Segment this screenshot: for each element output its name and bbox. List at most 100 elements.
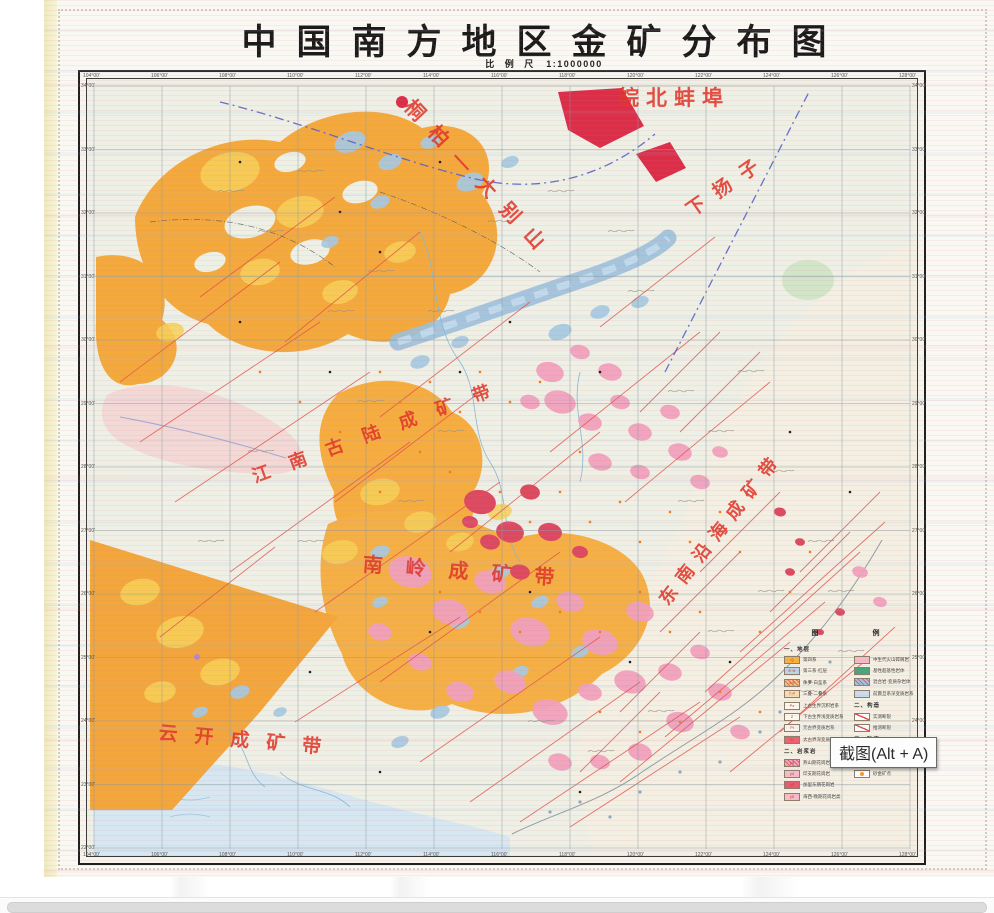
legend-item: γ3 加里东期花岗岩 bbox=[784, 780, 848, 791]
scale-label: 比 例 尺 bbox=[485, 59, 538, 69]
legend-swatch bbox=[854, 724, 870, 733]
grid-coordinate-label: 128°00' bbox=[899, 73, 916, 79]
grid-coordinate-label: 29°00' bbox=[81, 400, 96, 407]
legend-swatch bbox=[854, 655, 870, 664]
legend-swatch: Z bbox=[784, 713, 800, 722]
grid-coordinate-label: 25°00' bbox=[912, 654, 927, 661]
legend-item: 基性超基性岩体 bbox=[854, 665, 918, 676]
legend-item: Q 第四系 bbox=[784, 654, 848, 665]
legend-section-header: 二、岩浆岩 bbox=[784, 749, 817, 756]
grid-coordinate-label: 23°00' bbox=[81, 781, 96, 788]
grid-coordinate-label: 31°00' bbox=[912, 273, 927, 280]
legend-item: 前震旦系深变质岩系 bbox=[854, 688, 918, 699]
legend-title: 图 例 bbox=[811, 630, 906, 637]
grid-coordinate-label: 110°00' bbox=[287, 73, 304, 79]
grid-coordinate-label: 33°00' bbox=[81, 146, 96, 153]
grid-coordinate-label: 128°00' bbox=[899, 852, 916, 858]
grid-coordinate-label: 120°00' bbox=[627, 73, 644, 79]
grid-coordinate-label: 116°00' bbox=[491, 852, 508, 858]
generated-detail-layer bbox=[119, 131, 896, 828]
legend-swatch bbox=[854, 712, 870, 721]
legend-swatch: γ4 bbox=[784, 769, 800, 778]
grid-coordinate-label: 30°00' bbox=[912, 337, 927, 343]
legend-item-label: 中生代火山碎屑岩 bbox=[873, 656, 909, 662]
legend-item: E·N 第三系·红层 bbox=[784, 666, 848, 677]
legend-swatch: γδ bbox=[784, 792, 800, 801]
legend-swatch: Pt bbox=[784, 724, 800, 733]
grid-coordinate-label: 32°00' bbox=[912, 210, 927, 216]
scan-edge-strip bbox=[44, 0, 57, 877]
legend-item-label: 基性超基性岩体 bbox=[873, 668, 905, 674]
grid-coordinate-label: 122°00' bbox=[695, 852, 712, 858]
grid-coordinate-label: 30°00' bbox=[81, 337, 96, 343]
legend-item: γ5 燕山期花岗岩 bbox=[784, 757, 848, 768]
grid-coordinate-label: 31°00' bbox=[81, 273, 96, 280]
grid-coordinate-label: 27°00' bbox=[912, 527, 927, 534]
legend-item-label: 实测断裂 bbox=[873, 713, 891, 719]
legend-swatch: E·N bbox=[784, 667, 800, 676]
grid-coordinate-label: 29°00' bbox=[912, 400, 927, 407]
legend-item: Pt 元古界变质岩系 bbox=[784, 723, 848, 734]
graticule-grid-layer bbox=[93, 85, 911, 849]
legend-item: 混合岩·变质杂岩体 bbox=[854, 677, 918, 688]
grid-coordinate-label: 112°00' bbox=[355, 852, 372, 858]
legend-item-label: 三叠-二叠系 bbox=[803, 691, 827, 697]
legend-item: Ar 太古界深变质岩系 bbox=[784, 734, 848, 745]
grid-coordinate-label: 34°00' bbox=[81, 83, 96, 89]
legend-swatch bbox=[854, 769, 870, 778]
legend-swatch: Q bbox=[784, 656, 800, 665]
legend-columns: 一、地层 Q 第四系 E·N 第三系·红层 J·K 侏罗-白垩系 T·P 三叠-二叠系 Pz 上古生… bbox=[784, 643, 920, 802]
grid-coordinate-label: 108°00' bbox=[219, 73, 236, 79]
legend-item-label: 海西-晚期花岗岩类 bbox=[803, 793, 841, 799]
legend-item: Z 下古生界浅变质岩系 bbox=[784, 711, 848, 722]
legend-item: γδ 海西-晚期花岗岩类 bbox=[784, 791, 848, 802]
scanner-bed-strip bbox=[0, 877, 994, 897]
legend-swatch: γ3 bbox=[784, 781, 800, 790]
grid-coordinate-label: 108°00' bbox=[219, 852, 236, 858]
legend-column: 中生代火山碎屑岩 基性超基性岩体 混合岩·变质杂岩体前震旦系深变质岩系二、构造实测断… bbox=[854, 643, 918, 802]
boundary-layer bbox=[149, 89, 811, 373]
legend-section-header: 一、地层 bbox=[784, 646, 811, 653]
map-scale: 比 例 尺 1:1000000 bbox=[104, 57, 984, 70]
scanned-map-sheet: 中国南方地区金矿分布图 比 例 尺 1:1000000 bbox=[44, 0, 994, 877]
legend-item: 中生代火山碎屑岩 bbox=[854, 654, 918, 665]
grid-coordinate-label: 118°00' bbox=[559, 852, 576, 858]
map-title: 中国南方地区金矿分布图 bbox=[241, 23, 847, 62]
grid-coordinate-label: 126°00' bbox=[831, 852, 848, 858]
map-artwork bbox=[86, 78, 918, 857]
screenshot-tooltip: 截图(Alt + A) bbox=[830, 737, 938, 768]
legend-item: 实测断裂 bbox=[854, 711, 918, 722]
grid-coordinate-label: 110°00' bbox=[287, 852, 304, 858]
grid-coordinate-label: 122°00' bbox=[695, 73, 712, 79]
legend-section-header: 二、构造 bbox=[854, 703, 881, 710]
legend-swatch: γ5 bbox=[784, 758, 800, 767]
legend-item-label: 第三系·红层 bbox=[803, 668, 827, 674]
legend: 图 例 一、地层 Q 第四系 E·N 第三系·红层 J·K 侏罗-白垩系 T·P 三叠-二叠系 P… bbox=[784, 628, 920, 802]
legend-item-label: 下古生界浅变质岩系 bbox=[803, 714, 844, 720]
legend-swatch: J·K bbox=[784, 678, 800, 687]
legend-swatch: Pz bbox=[784, 701, 800, 710]
horizontal-scrollbar-thumb[interactable] bbox=[7, 902, 987, 913]
legend-item-label: 印支期花岗岩 bbox=[803, 770, 830, 776]
grid-coordinate-label: 106°00' bbox=[151, 852, 168, 858]
legend-item-label: 第四系 bbox=[803, 657, 817, 663]
legend-item-label: 混合岩·变质杂岩体 bbox=[873, 679, 911, 685]
grid-coordinate-label: 104°00' bbox=[83, 73, 100, 79]
legend-item: T·P 三叠-二叠系 bbox=[784, 689, 848, 700]
grid-coordinate-label: 22°00' bbox=[81, 845, 96, 851]
grid-coordinate-label: 28°00' bbox=[912, 464, 927, 470]
grid-coordinate-label: 126°00' bbox=[831, 73, 848, 79]
grid-coordinate-label: 28°00' bbox=[81, 464, 96, 470]
legend-swatch bbox=[854, 678, 870, 687]
legend-swatch bbox=[854, 667, 870, 676]
grid-coordinate-label: 33°00' bbox=[912, 146, 927, 153]
legend-item-label: 砂金矿点 bbox=[873, 770, 891, 776]
horizontal-scrollbar-track[interactable] bbox=[0, 897, 994, 913]
grid-coordinate-label: 124°00' bbox=[763, 852, 780, 858]
map-frame: 皖北蚌埠 桐柏—大别山 下扬子 江南古陆成矿带 南岭成矿带 东南沿海成矿带 云开… bbox=[78, 70, 926, 865]
grid-coordinate-label: 27°00' bbox=[81, 527, 96, 534]
grid-coordinate-label: 120°00' bbox=[627, 852, 644, 858]
grid-coordinate-label: 124°00' bbox=[763, 73, 780, 79]
legend-swatch: Ar bbox=[784, 735, 800, 744]
legend-item-label: 太古界深变质岩系 bbox=[803, 736, 839, 742]
